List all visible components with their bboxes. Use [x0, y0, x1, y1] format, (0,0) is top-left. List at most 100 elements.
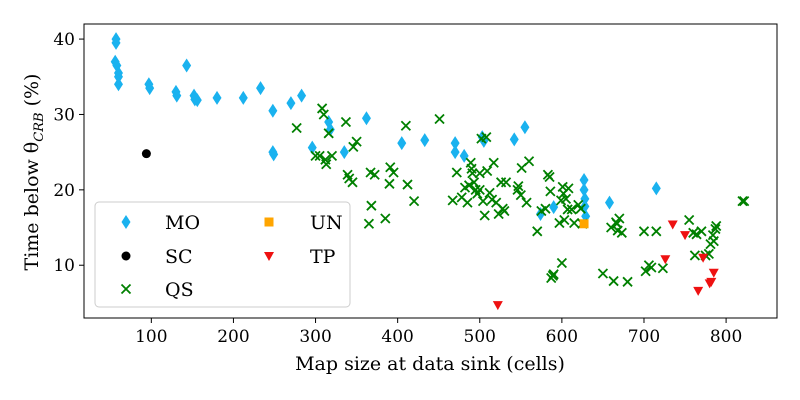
legend-marker-mo	[121, 215, 131, 229]
point-mo	[113, 77, 123, 92]
legend: MO SC QS UN TP	[94, 201, 351, 308]
point-qs	[616, 227, 627, 238]
point-qs	[569, 217, 580, 229]
point-qs	[326, 150, 338, 162]
point-qs	[340, 116, 352, 128]
point-qs	[559, 214, 570, 226]
point-qs	[366, 200, 377, 211]
point-qs	[696, 226, 707, 237]
point-mo	[238, 90, 248, 105]
point-qs	[363, 218, 375, 229]
x-tick-label: 500	[464, 327, 496, 347]
point-qs	[481, 131, 492, 143]
point-qs	[608, 275, 619, 287]
point-qs	[400, 120, 412, 131]
point-qs	[388, 167, 399, 178]
y-tick-label: 10	[53, 256, 75, 276]
point-qs	[318, 109, 329, 120]
point-qs	[310, 150, 321, 162]
point-qs	[291, 122, 302, 134]
point-mo	[580, 191, 590, 206]
point-qs	[711, 220, 722, 232]
y-tick-label: 40	[53, 30, 75, 50]
legend-marker-sc	[121, 251, 131, 261]
point-qs	[562, 204, 573, 215]
point-mo	[450, 136, 460, 151]
point-qs	[513, 180, 524, 192]
point-mo	[256, 81, 266, 96]
point-qs	[467, 168, 478, 179]
point-qs	[684, 214, 695, 226]
legend-marker-tp	[264, 252, 274, 261]
point-qs	[402, 179, 413, 190]
point-qs	[479, 210, 490, 221]
y-tick-label: 20	[53, 181, 75, 201]
point-mo	[111, 35, 121, 50]
point-qs	[651, 226, 662, 237]
x-axis-ticks: 100 200 300 400 500 600 700 800	[135, 318, 742, 347]
point-qs	[408, 196, 420, 207]
point-qs	[499, 205, 510, 217]
point-qs	[523, 156, 535, 167]
legend-label-qs: QS	[165, 279, 194, 301]
point-qs	[614, 213, 625, 224]
point-qs	[689, 250, 701, 261]
point-qs	[500, 177, 512, 188]
point-mo	[192, 93, 202, 108]
point-qs	[512, 184, 523, 195]
x-tick-label: 300	[299, 327, 331, 347]
point-qs	[495, 177, 507, 188]
point-mo	[297, 88, 307, 103]
y-tick-label: 30	[53, 105, 75, 125]
point-qs	[640, 266, 651, 277]
point-qs	[545, 186, 556, 197]
point-qs	[532, 226, 543, 237]
point-qs	[351, 136, 362, 147]
point-qs	[688, 227, 699, 238]
point-qs	[691, 229, 702, 240]
y-axis-label: Time below θCRB (%)	[21, 74, 47, 271]
y-axis-label-subscript: CRB	[32, 112, 47, 141]
point-mo	[397, 136, 407, 151]
point-mo	[520, 120, 530, 135]
point-qs	[657, 263, 669, 274]
point-qs	[488, 157, 499, 168]
point-mo	[172, 88, 182, 103]
point-qs	[739, 196, 750, 207]
point-qs	[463, 180, 475, 191]
point-qs	[563, 183, 574, 194]
legend-label-tp: TP	[310, 246, 336, 268]
point-qs	[515, 189, 526, 201]
point-tp	[693, 286, 704, 296]
y-axis-label-unit: (%)	[21, 74, 43, 113]
point-mo	[549, 200, 559, 215]
point-qs	[323, 128, 334, 139]
point-mo	[604, 195, 614, 210]
point-qs	[622, 276, 633, 287]
x-tick-label: 200	[217, 327, 249, 347]
point-mo	[269, 147, 279, 162]
point-mo	[286, 96, 296, 111]
point-mo	[268, 103, 278, 118]
point-un	[579, 219, 589, 229]
point-sc	[141, 149, 151, 159]
point-mo	[182, 58, 192, 73]
point-mo	[339, 145, 349, 160]
point-qs	[566, 204, 577, 215]
point-tp	[660, 255, 671, 265]
legend-label-un: UN	[310, 212, 343, 234]
legend-label-sc: SC	[165, 246, 193, 268]
point-qs	[380, 213, 391, 224]
point-tp	[492, 301, 503, 311]
plot-frame	[83, 23, 778, 319]
point-qs	[548, 269, 559, 280]
point-qs	[462, 197, 473, 208]
point-qs	[316, 103, 328, 114]
point-mo	[450, 145, 460, 160]
point-mo	[651, 181, 661, 196]
point-tp	[680, 231, 691, 241]
point-mo	[459, 148, 469, 163]
legend-label-mo: MO	[165, 212, 200, 234]
point-mo	[509, 132, 519, 147]
